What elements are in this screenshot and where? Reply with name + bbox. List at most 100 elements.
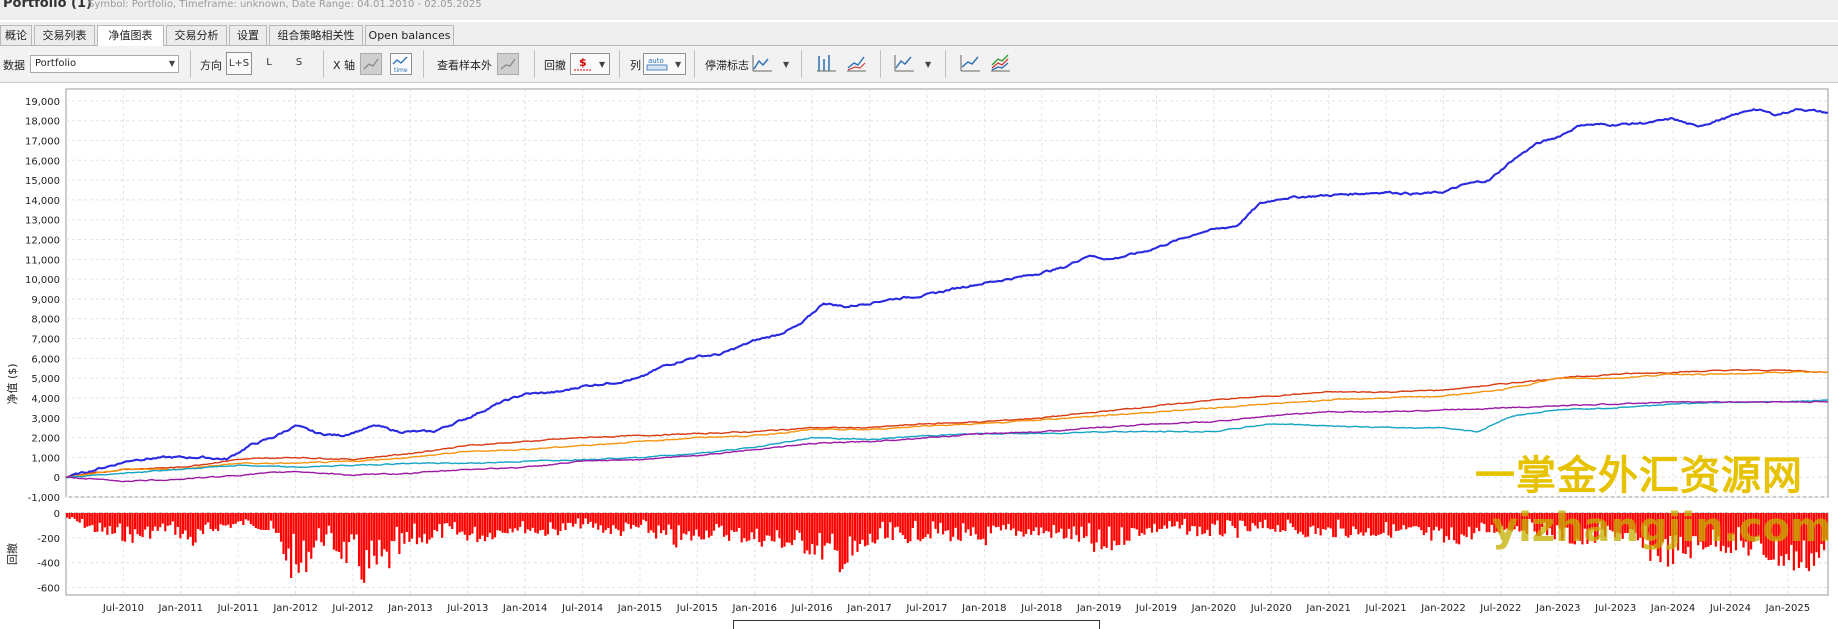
drawdown-bar [735,513,738,532]
drawdown-bar [901,513,904,536]
drawdown-bar [534,513,537,533]
drawdown-bar [1279,513,1282,532]
drawdown-bar [1012,513,1015,529]
drawdown-bar [1100,513,1103,550]
x-tick-label: Jan-2022 [1420,603,1465,614]
x-tick-label: Jan-2014 [502,603,547,614]
drawdown-bar [476,513,479,543]
drawdown-bar [1256,513,1259,529]
drawdown-bar [592,513,595,528]
drawdown-bar [1284,513,1287,532]
drawdown-bar [1646,513,1649,540]
drawdown-bar [1445,513,1448,537]
stagnation-dropdown-icon[interactable]: ▼ [783,60,790,69]
tab-correlation[interactable]: 组合策略相关性 [269,25,363,45]
drawdown-bar [934,513,937,529]
x-tick-label: Jul-2020 [1250,603,1292,614]
drawdown-bar [357,513,361,567]
drawdown-bar [126,513,129,527]
drawdown-bar [1057,513,1060,533]
drawdown-bar [680,513,683,540]
drawdown-bar [1271,513,1274,529]
drawdown-bar [501,513,504,533]
equity-chart[interactable]: 19,000 18,000 17,000 16,000 15,000 14,000 13,0… [0,84,1838,625]
chart-compare-icon[interactable] [894,53,916,75]
data-select-value: Portfolio [35,58,77,69]
toolbar-separator [880,50,881,78]
drawdown-bar [1286,513,1290,520]
drawdown-bar [1656,513,1660,556]
drawdown-bar [443,513,446,524]
drawdown-bar [91,513,94,525]
drawdown-bar [1334,513,1337,538]
drawdown-bar [1067,513,1071,529]
drawdown-bar [677,513,680,526]
drawdown-bar [879,513,882,529]
tab-settings[interactable]: 设置 [229,25,267,45]
tab-trade-list[interactable]: 交易列表 [34,25,95,45]
drawdown-bar [174,513,177,535]
watermark-text: 一掌金外汇资源网 [1475,453,1803,499]
drawdown-bar [1561,513,1564,541]
chart-multi-icon[interactable] [990,53,1012,75]
columns-auto-icon[interactable]: auto ▼ [643,53,686,75]
drawdown-bar [405,513,409,532]
drawdown-bar [899,513,902,533]
equity-plot-area [65,88,1829,498]
toolbar-separator [801,50,802,78]
drawdown-bar [1729,513,1733,553]
drawdown-bar [1108,513,1111,527]
drawdown-bar [302,513,305,541]
drawdown-bar [821,513,824,560]
tab-open-balances[interactable]: Open balances [365,25,454,45]
x-axis-trades-icon[interactable] [360,53,382,75]
drawdown-dollar-icon[interactable]: $ ▼ [570,53,610,75]
chart-bars-icon[interactable] [816,53,838,75]
equity-series-line [65,399,1829,479]
drawdown-bar [1238,513,1242,521]
stagnation-icon[interactable] [752,53,774,75]
drawdown-bar [410,513,414,539]
drawdown-bar [1007,513,1010,524]
drawdown-bar [1671,513,1675,565]
drawdown-bar [1717,513,1720,537]
drawdown-bar [753,513,756,540]
x-axis-time-icon[interactable]: time [390,53,412,75]
direction-s-button[interactable]: S [295,57,303,68]
tab-equity-chart[interactable]: 净值图表 [97,25,164,46]
drawdown-bar [350,513,353,535]
chart-single-icon[interactable] [960,53,982,75]
drawdown-bar [1468,513,1471,527]
drawdown-bar [1221,513,1224,537]
drawdown-bar [1676,513,1680,551]
direction-l-button[interactable]: L [266,57,272,68]
drawdown-bar [967,513,970,530]
tab-overview[interactable]: 概论 [0,25,32,45]
x-tick-label: Jan-2013 [387,603,432,614]
drawdown-bar [1344,513,1347,536]
drawdown-bar [488,513,492,533]
drawdown-bar [655,513,658,539]
data-select[interactable]: Portfolio ▼ [30,55,179,73]
compare-dropdown-icon[interactable]: ▼ [925,60,932,69]
drawdown-bar [206,513,210,523]
drawdown-bar [1357,513,1360,535]
drawdown-bar [1236,513,1239,538]
drawdown-bar [176,513,179,528]
chart-line-icon[interactable] [846,53,868,75]
drawdown-bar [503,513,507,533]
drawdown-bar [1281,513,1284,531]
drawdown-bar [1533,513,1536,532]
oos-icon[interactable] [497,53,519,75]
drawdown-bar [1649,513,1652,561]
drawdown-bar [239,513,242,522]
tab-trade-analysis[interactable]: 交易分析 [166,25,227,45]
drawdown-bar [1807,513,1811,572]
drawdown-bar [191,513,195,546]
drawdown-bar [317,513,320,529]
toolbar-separator [694,50,695,78]
drawdown-bar [519,513,522,527]
direction-ls-button[interactable]: L+S [226,52,252,75]
drawdown-label: 回撤 [544,59,566,72]
drawdown-bar [269,513,273,521]
